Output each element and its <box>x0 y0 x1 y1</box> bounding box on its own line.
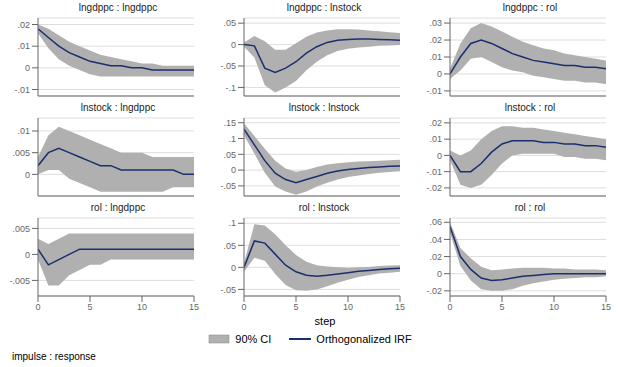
html-text:lngdppc : lnstock: lngdppc : lnstock <box>286 2 362 13</box>
html-text:step: step <box>314 315 336 327</box>
svg-text:0: 0 <box>231 40 236 50</box>
svg-text:.02: .02 <box>429 252 442 262</box>
html-text:lnstock : lnstock: lnstock : lnstock <box>288 102 360 113</box>
html-text:Orthogonalized IRF: Orthogonalized IRF <box>316 333 412 345</box>
svg-text:-.01: -.01 <box>426 167 442 177</box>
svg-text:.1: .1 <box>228 134 236 144</box>
svg-text:0: 0 <box>231 263 236 273</box>
svg-text:.05: .05 <box>223 18 236 28</box>
svg-text:5: 5 <box>87 302 92 312</box>
svg-text:-.01: -.01 <box>14 85 30 95</box>
svg-text:10: 10 <box>137 302 147 312</box>
svg-text:.1: .1 <box>228 218 236 228</box>
svg-text:0: 0 <box>447 302 452 312</box>
svg-text:0: 0 <box>437 269 442 279</box>
svg-text:15: 15 <box>601 302 611 312</box>
svg-text:0: 0 <box>437 69 442 79</box>
svg-text:10: 10 <box>549 302 559 312</box>
svg-text:-.05: -.05 <box>220 181 236 191</box>
svg-text:.02: .02 <box>17 20 30 30</box>
svg-text:-.1: -.1 <box>225 83 236 93</box>
svg-text:.01: .01 <box>429 52 442 62</box>
svg-text:.05: .05 <box>223 150 236 160</box>
svg-text:0: 0 <box>231 165 236 175</box>
svg-text:0: 0 <box>25 250 30 260</box>
svg-text:.03: .03 <box>429 18 442 28</box>
html-text:lngdppc : rol: lngdppc : rol <box>502 2 558 13</box>
svg-text:.05: .05 <box>223 241 236 251</box>
html-text:lnstock : lngdppc: lnstock : lngdppc <box>80 102 156 113</box>
svg-text:.15: .15 <box>223 118 236 128</box>
svg-text:15: 15 <box>189 302 199 312</box>
svg-text:.005: .005 <box>12 224 30 234</box>
svg-text:-.02: -.02 <box>426 183 442 193</box>
svg-text:.02: .02 <box>429 118 442 128</box>
html-text:rol : lnstock: rol : lnstock <box>298 202 350 213</box>
svg-text:.06: .06 <box>429 217 442 227</box>
html-text:lnstock : rol: lnstock : rol <box>504 102 556 113</box>
svg-text:-.05: -.05 <box>220 61 236 71</box>
html-text:impulse : response: impulse : response <box>12 351 96 362</box>
svg-text:0: 0 <box>241 302 246 312</box>
svg-text:0: 0 <box>25 63 30 73</box>
svg-text:5: 5 <box>293 302 298 312</box>
html-text:90% CI: 90% CI <box>235 333 272 345</box>
svg-text:.005: .005 <box>12 148 30 158</box>
svg-text:.01: .01 <box>17 126 30 136</box>
svg-text:-.005: -.005 <box>9 276 30 286</box>
html-text:rol : lngdppc: rol : lngdppc <box>90 202 146 213</box>
svg-text:0: 0 <box>35 302 40 312</box>
svg-text:-.01: -.01 <box>426 86 442 96</box>
svg-text:10: 10 <box>343 302 353 312</box>
svg-text:.01: .01 <box>429 134 442 144</box>
svg-text:0: 0 <box>25 170 30 180</box>
svg-text:-.05: -.05 <box>220 285 236 295</box>
html-text:lngdppc : lngdppc: lngdppc : lngdppc <box>78 2 158 13</box>
svg-text:-.02: -.02 <box>426 286 442 296</box>
html-text:rol : rol: rol : rol <box>514 202 546 213</box>
svg-text:5: 5 <box>499 302 504 312</box>
svg-text:.04: .04 <box>429 235 442 245</box>
svg-text:0: 0 <box>437 151 442 161</box>
svg-text:15: 15 <box>395 302 405 312</box>
svg-text:.01: .01 <box>17 41 30 51</box>
svg-text:.02: .02 <box>429 35 442 45</box>
